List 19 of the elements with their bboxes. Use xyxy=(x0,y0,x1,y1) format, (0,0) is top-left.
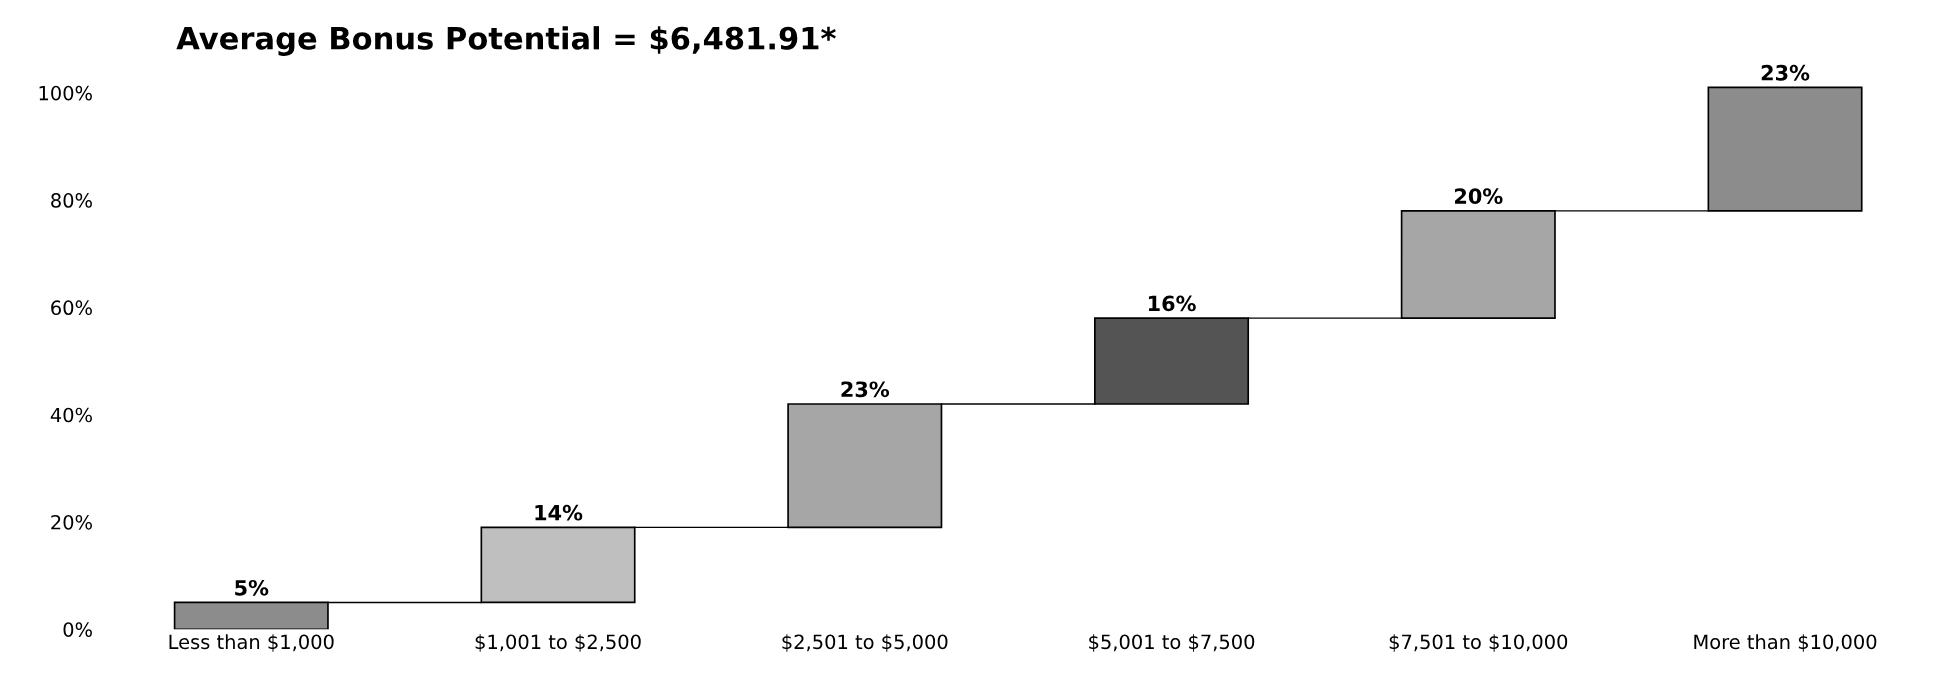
data-label: 14% xyxy=(535,504,583,521)
x-tick-label: $2,501 to $5,000 xyxy=(782,634,948,652)
y-tick-label: 60% xyxy=(51,300,92,316)
x-tick-label: More than $10,000 xyxy=(1694,634,1877,652)
data-label: 23% xyxy=(1761,64,1810,81)
x-tick-label: Less than $1,000 xyxy=(169,634,334,652)
x-tick-label: $5,001 to $7,500 xyxy=(1089,634,1255,652)
data-label: 20% xyxy=(1455,188,1503,205)
data-label: 16% xyxy=(1148,295,1196,312)
y-tick-label: 0% xyxy=(63,622,92,637)
y-tick-label: 40% xyxy=(50,407,92,423)
x-tick-label: $7,501 to $10,000 xyxy=(1389,634,1568,652)
y-tick-label: 20% xyxy=(51,514,92,530)
x-tick-label: $1,001 to $2,500 xyxy=(475,634,641,652)
y-tick-label: 100% xyxy=(39,85,92,101)
y-tick-label: 80% xyxy=(51,193,92,208)
data-label: 5% xyxy=(235,579,269,596)
chart-title: Average Bonus Potential = $6,481.91* xyxy=(176,26,836,56)
data-label: 23% xyxy=(841,381,890,398)
